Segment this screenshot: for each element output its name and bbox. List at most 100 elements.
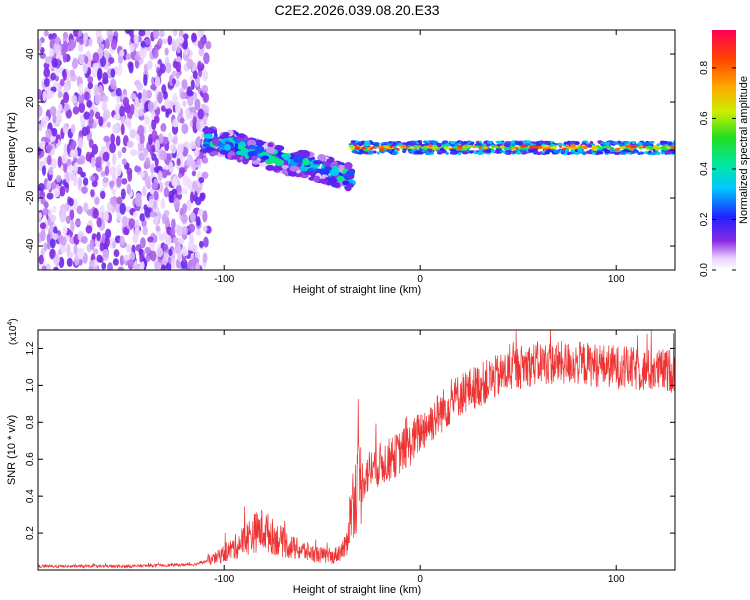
noise-blob — [103, 50, 110, 60]
noise-blob — [90, 156, 96, 168]
noise-blob — [137, 92, 142, 100]
snr-exponent: (x104) — [7, 318, 19, 345]
carrier-blob — [604, 141, 611, 145]
noise-blob — [181, 213, 188, 224]
carrier-blob — [597, 140, 603, 144]
noise-blob — [139, 213, 146, 222]
noise-blob — [102, 211, 108, 222]
noise-blob — [167, 131, 173, 143]
noise-blob — [55, 117, 61, 126]
carrier-blob — [409, 149, 415, 153]
carrier-blob — [362, 151, 369, 155]
noise-blob — [100, 170, 106, 177]
noise-blob — [102, 71, 109, 84]
noise-blob — [161, 232, 168, 239]
noise-blob — [163, 90, 168, 100]
noise-blob — [202, 252, 208, 263]
carrier-blob — [436, 151, 443, 155]
signal-blob — [289, 165, 299, 172]
noise-blob — [68, 164, 74, 174]
noise-blob — [69, 143, 76, 151]
noise-blob — [42, 207, 49, 216]
noise-blob — [145, 38, 151, 46]
signal-blob — [250, 155, 258, 161]
noise-blob — [182, 100, 187, 108]
noise-blob — [137, 102, 145, 112]
noise-blob — [50, 248, 56, 259]
carrier-blob — [363, 143, 371, 147]
noise-blob — [63, 103, 70, 112]
noise-blob — [186, 154, 194, 167]
noise-blob — [46, 155, 52, 166]
carrier-blob — [457, 152, 462, 156]
noise-blob — [139, 133, 145, 145]
noise-blob — [186, 58, 194, 70]
noise-blob — [54, 36, 61, 45]
noise-blob — [163, 136, 169, 145]
carrier-blob — [628, 147, 635, 151]
noise-blob — [110, 133, 116, 144]
carrier-blob — [619, 146, 625, 150]
noise-blob — [59, 78, 65, 87]
noise-blob — [203, 236, 209, 248]
noise-blob — [164, 216, 170, 228]
noise-blob — [60, 208, 67, 220]
noise-blob — [107, 262, 113, 270]
noise-blob — [133, 211, 138, 218]
signal-blob — [320, 168, 328, 174]
noise-blob — [99, 43, 105, 50]
noise-blob — [196, 135, 201, 148]
noise-blob — [191, 170, 197, 177]
signal-blob — [334, 182, 341, 188]
noise-blob — [38, 39, 42, 51]
noise-blob — [112, 258, 119, 266]
noise-blob — [77, 137, 84, 149]
noise-blob — [71, 59, 78, 70]
noise-blob — [61, 152, 68, 164]
carrier-blob — [523, 140, 528, 144]
noise-blob — [116, 176, 122, 188]
signal-blob — [274, 159, 285, 167]
noise-blob — [69, 69, 75, 77]
noise-blob — [99, 204, 105, 214]
carrier-blob — [469, 150, 473, 154]
noise-blob — [171, 70, 178, 77]
noise-blob — [182, 40, 188, 50]
y-tick-label: -40 — [25, 238, 36, 253]
carrier-blob — [599, 146, 607, 150]
carrier-blob — [510, 140, 516, 144]
noise-blob — [119, 105, 125, 117]
noise-blob — [133, 262, 139, 270]
signal-blob — [255, 140, 265, 146]
carrier-blob — [553, 149, 558, 153]
noise-blob — [91, 143, 99, 155]
noise-blob — [39, 140, 47, 150]
noise-blob — [147, 236, 154, 243]
noise-blob — [181, 187, 188, 195]
noise-blob — [185, 108, 190, 121]
noise-blob — [77, 176, 83, 188]
noise-blob — [190, 79, 195, 91]
noise-blob — [139, 48, 146, 60]
noise-blob — [84, 55, 89, 64]
noise-blob — [160, 198, 166, 210]
noise-blob — [80, 248, 85, 258]
noise-blob — [139, 237, 146, 249]
noise-blob — [79, 38, 84, 45]
noise-blob — [159, 150, 167, 161]
noise-blob — [187, 260, 194, 270]
y-tick-label: 0.8 — [25, 415, 36, 429]
noise-blob — [117, 266, 125, 270]
carrier-blob — [368, 151, 374, 155]
noise-blob — [69, 209, 75, 221]
carrier-blob — [520, 144, 528, 148]
noise-blob — [59, 185, 66, 197]
noise-blob — [112, 240, 117, 249]
carrier-blob — [574, 148, 579, 152]
noise-blob — [123, 226, 129, 235]
noise-blob — [182, 203, 188, 214]
carrier-blob — [574, 146, 578, 150]
carrier-blob — [452, 145, 458, 149]
noise-blob — [68, 197, 74, 207]
x-tick-label: -100 — [214, 274, 234, 285]
